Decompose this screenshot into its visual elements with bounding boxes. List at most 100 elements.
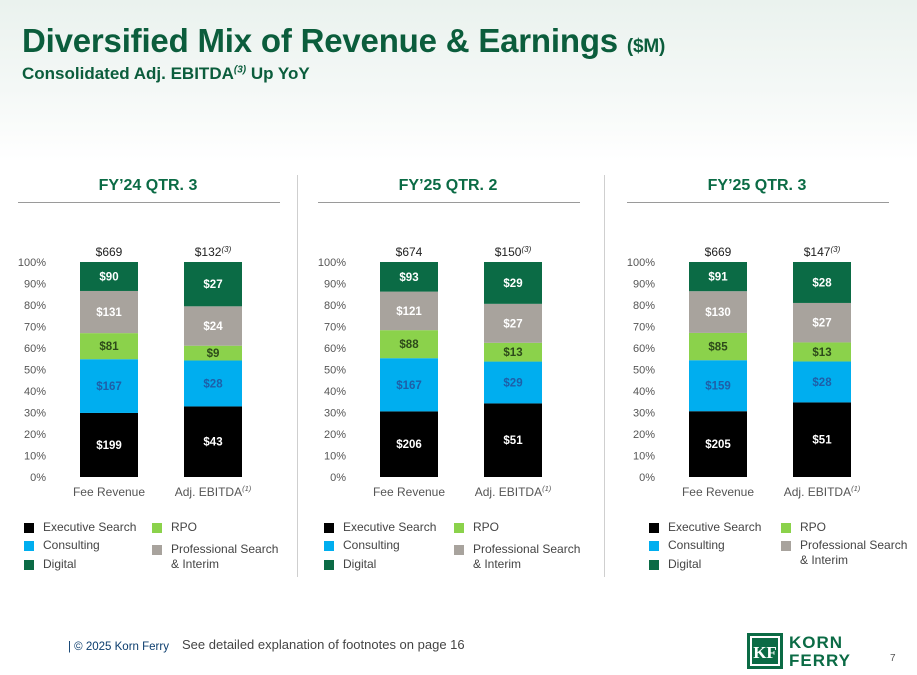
korn-ferry-logo: KF KORN FERRY — [747, 633, 897, 673]
panel-divider — [297, 175, 298, 577]
bar-segment — [184, 406, 242, 477]
bar-segment — [80, 412, 138, 477]
y-tick-label: 90% — [24, 279, 46, 291]
y-tick-label: 40% — [24, 386, 46, 398]
bar-segment — [793, 262, 851, 303]
legend-label: RPO — [800, 520, 827, 534]
legend-swatch — [24, 541, 34, 551]
data-label: $85 — [708, 342, 728, 354]
bar-segment — [380, 291, 438, 331]
y-tick-label: 100% — [318, 257, 346, 269]
panel-title: FY’25 QTR. 3 — [707, 177, 807, 194]
logo-word-2: FERRY — [789, 651, 851, 670]
y-tick-label: 50% — [324, 365, 346, 377]
legend-label: Executive Search — [343, 520, 437, 534]
data-label: $88 — [399, 339, 419, 351]
data-label: $29 — [503, 278, 522, 290]
legend-swatch — [152, 523, 162, 533]
bar-segment — [484, 361, 542, 404]
y-tick-label: 10% — [24, 451, 46, 463]
bar-segment — [689, 262, 747, 292]
bar-segment — [184, 360, 242, 407]
y-tick-label: 50% — [24, 365, 46, 377]
bar-segment — [80, 262, 138, 291]
legend-swatch — [24, 523, 34, 533]
y-tick-label: 80% — [324, 300, 346, 312]
legend-label: Professional Search & Interim — [171, 542, 279, 571]
y-tick-label: 20% — [24, 429, 46, 441]
stacked-bar-chart: 0% 10% 20% 30% 40% 50% 60% 70% 80% 90% 100% $199 $16… — [18, 245, 252, 499]
bar-segment — [484, 262, 542, 304]
legend-label: Digital — [343, 557, 377, 571]
panel-rule — [18, 202, 280, 203]
legend-label: RPO — [473, 520, 500, 534]
bar-segment — [793, 342, 851, 362]
header-background — [0, 0, 917, 160]
legend-swatch — [649, 523, 659, 533]
stacked-bar-chart: 0% 10% 20% 30% 40% 50% 60% 70% 80% 90% 100% $205 $15… — [627, 245, 861, 499]
y-tick-label: 100% — [627, 257, 655, 269]
legend-label: Executive Search — [43, 520, 137, 534]
y-tick-label: 10% — [633, 451, 655, 463]
footer-copyright: | © 2025 Korn Ferry — [68, 641, 169, 653]
y-tick-label: 40% — [324, 386, 346, 398]
category-footnote: (1) — [851, 484, 861, 493]
chart-panel-fy24-q3: FY’24 QTR. 3 0% 10% 20% 30% 40% 50% 60% 70% 80% 9… — [18, 170, 318, 590]
y-tick-label: 70% — [24, 322, 46, 334]
chart-panel-fy25-q2: FY’25 QTR. 2 0% 10% 20% 30% 40% 50% 60% 70% 80% 9… — [318, 170, 618, 590]
y-tick-label: 80% — [24, 300, 46, 312]
data-label: $90 — [99, 271, 118, 283]
bar-segment — [80, 359, 138, 413]
x-category-label: Fee Revenue — [682, 485, 754, 499]
title-unit: ($M) — [626, 36, 666, 57]
data-label: $51 — [503, 435, 523, 447]
total-footnote: (3) — [830, 245, 840, 254]
data-label: $24 — [203, 321, 223, 333]
legend-swatch — [781, 523, 791, 533]
data-label: $167 — [96, 381, 122, 393]
data-label: $28 — [203, 378, 223, 390]
data-label: $93 — [399, 272, 418, 284]
legend-label: Digital — [668, 557, 702, 571]
data-label: $91 — [708, 272, 728, 284]
legend-label: RPO — [171, 520, 198, 534]
bar-segment — [184, 262, 242, 307]
x-category-label: Adj. EBITDA(1) — [784, 484, 861, 499]
x-category-label: Fee Revenue — [373, 485, 445, 499]
data-label: $43 — [203, 437, 222, 449]
bar-segment — [689, 411, 747, 477]
data-label: $13 — [503, 347, 522, 359]
y-tick-label: 60% — [633, 343, 655, 355]
data-label: $81 — [99, 341, 119, 353]
total-label: $669 — [96, 245, 123, 259]
bar-segment — [689, 291, 747, 333]
legend-swatch — [454, 523, 464, 533]
legend-swatch — [324, 541, 334, 551]
slide-title: Diversified Mix of Revenue & Earnings ($… — [22, 22, 666, 59]
y-tick-label: 50% — [633, 365, 655, 377]
y-tick-label: 90% — [324, 279, 346, 291]
footer-note: See detailed explanation of footnotes on… — [182, 637, 465, 652]
y-tick-label: 30% — [324, 408, 346, 420]
bar-segment — [484, 403, 542, 477]
bar-segment — [380, 411, 438, 477]
panel-title: FY’25 QTR. 2 — [398, 177, 498, 194]
y-tick-label: 70% — [324, 322, 346, 334]
bar-segment — [184, 345, 242, 361]
legend-swatch — [454, 545, 464, 555]
bar-segment — [380, 330, 438, 359]
legend-label: Professional Search & Interim — [473, 542, 581, 571]
y-tick-label: 0% — [330, 472, 346, 484]
data-label: $27 — [812, 318, 831, 330]
legend-swatch — [649, 541, 659, 551]
y-tick-label: 60% — [24, 343, 46, 355]
bar-segment — [484, 342, 542, 362]
y-tick-label: 20% — [633, 429, 655, 441]
data-label: $206 — [396, 439, 422, 451]
y-tick-label: 0% — [30, 472, 46, 484]
data-label: $28 — [812, 377, 832, 389]
bar-segment — [793, 302, 851, 343]
legend-label: Consulting — [43, 538, 100, 552]
bar-segment — [380, 262, 438, 292]
subtitle-footnote: (3) — [233, 64, 247, 76]
